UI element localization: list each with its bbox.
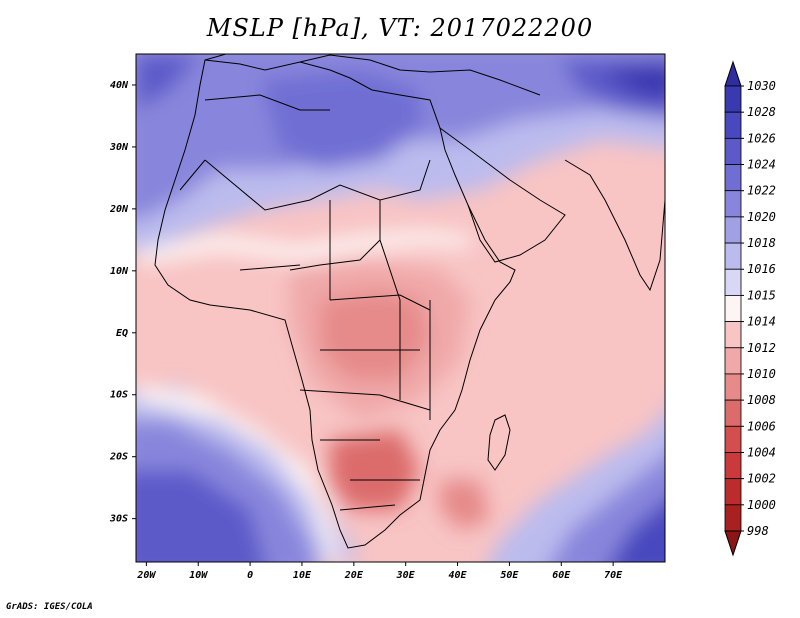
lat-label: 10N: [110, 266, 129, 277]
lat-label: EQ: [116, 328, 128, 339]
colorbar-label: 1022: [747, 184, 776, 198]
colorbar-label: 1010: [747, 367, 776, 381]
colorbar-label: 998: [747, 524, 769, 538]
lat-label: 40N: [110, 80, 129, 91]
map-title: MSLP [hPa], VT: 2017022200: [206, 14, 594, 42]
lon-label: 20E: [344, 570, 364, 581]
lon-label: 20W: [136, 570, 156, 581]
lon-label: 40E: [449, 570, 468, 581]
colorbar-swatch: [724, 504, 742, 532]
lon-label: 50E: [500, 570, 519, 581]
colorbar-label: 1030: [747, 79, 776, 93]
colorbar-label: 1012: [747, 341, 776, 355]
colorbar-swatch: [724, 399, 742, 427]
colorbar-swatch: [724, 478, 742, 506]
colorbar-top-arrow: [724, 60, 742, 87]
colorbar-label: 1028: [747, 105, 776, 119]
colorbar-label: 1020: [747, 210, 776, 224]
lat-label: 30N: [109, 142, 129, 153]
longitude-axis: 20W 10W 0 10E 20E 30E 40E 50E 60E 70E: [136, 562, 623, 581]
colorbar-swatch: [724, 373, 742, 401]
colorbar-swatch: [724, 216, 742, 244]
colorbar-label: 1006: [747, 419, 776, 433]
colorbar-label: 1002: [747, 472, 776, 486]
colorbar-label: 1000: [747, 498, 776, 512]
colorbar: 1030 1028 1026 1024 1022 1020 1018 1016 1015 1014…: [724, 60, 776, 557]
colorbar-label: 1015: [747, 288, 776, 302]
lon-label: 0: [247, 570, 253, 581]
lat-label: 30S: [109, 514, 128, 525]
colorbar-label: 1026: [747, 131, 776, 145]
colorbar-swatch: [724, 85, 742, 113]
coastlines: [154, 54, 665, 549]
latitude-axis: 40N 30N 20N 10N EQ 10S 20S 30S: [109, 80, 136, 525]
lon-label: 10E: [293, 570, 312, 581]
colorbar-swatch: [724, 190, 742, 218]
colorbar-swatch: [724, 242, 742, 270]
grads-credit: GrADS: IGES/COLA: [6, 602, 93, 612]
lon-label: 60E: [552, 570, 571, 581]
pressure-field: [136, 54, 665, 562]
colorbar-swatch: [724, 295, 742, 322]
colorbar-swatch: [724, 347, 742, 375]
colorbar-bottom-arrow: [724, 530, 742, 557]
colorbar-label: 1008: [747, 393, 776, 407]
lon-label: 10W: [189, 570, 208, 581]
colorbar-swatch: [724, 321, 742, 349]
colorbar-swatch: [724, 137, 742, 165]
lon-label: 30E: [396, 570, 416, 581]
colorbar-label: 1024: [747, 158, 776, 172]
colorbar-label: 1014: [747, 315, 776, 329]
lon-label: 70E: [604, 570, 623, 581]
colorbar-swatch: [724, 164, 742, 192]
colorbar-swatch: [724, 111, 742, 139]
colorbar-swatch: [724, 452, 742, 480]
colorbar-label: 1018: [747, 236, 776, 250]
colorbar-label: 1004: [747, 445, 776, 459]
colorbar-label: 1016: [747, 262, 776, 276]
colorbar-swatch: [724, 268, 742, 296]
lat-label: 20N: [109, 204, 129, 215]
plot-frame: [135, 53, 666, 563]
lat-label: 20S: [109, 452, 128, 463]
colorbar-swatch: [724, 425, 742, 453]
lat-label: 10S: [110, 390, 128, 401]
